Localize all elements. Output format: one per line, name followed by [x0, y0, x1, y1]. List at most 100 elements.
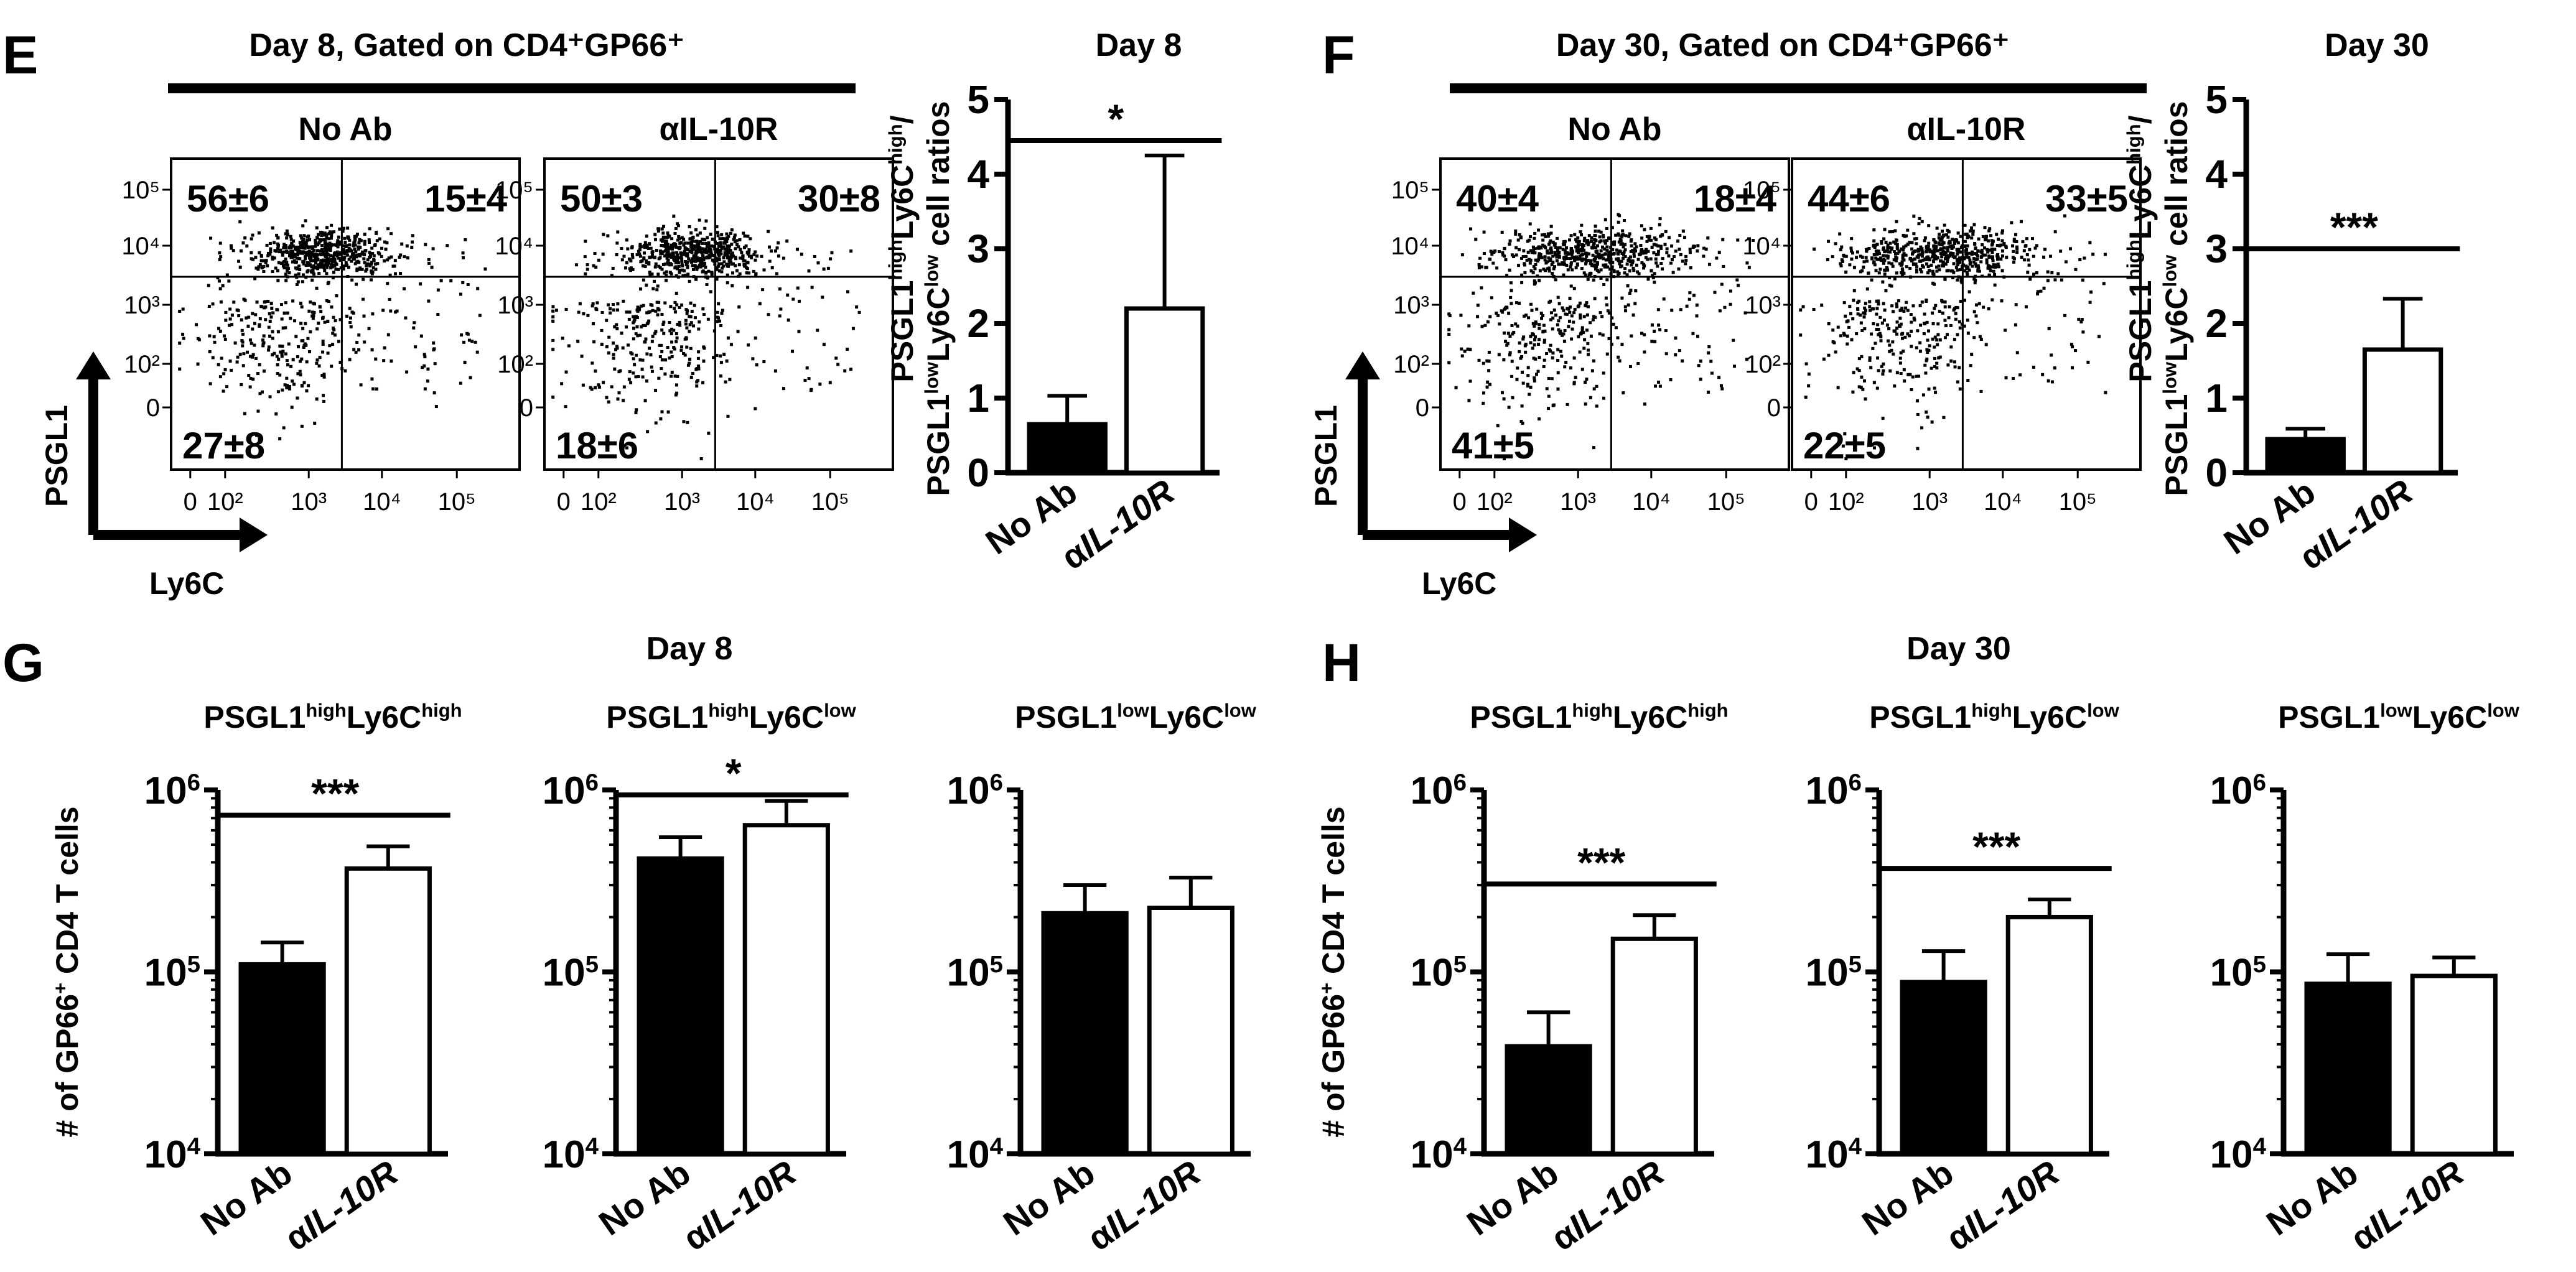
flow-event-dot — [2027, 258, 2030, 262]
flow-event-dot — [1937, 236, 1941, 239]
flow-event-dot — [1841, 444, 1845, 448]
flow-event-dot — [1986, 264, 1990, 267]
flow-event-dot — [1812, 308, 1816, 312]
flow-event-dot — [347, 235, 350, 239]
flow-event-dot — [1520, 256, 1524, 260]
flow-event-dot — [330, 234, 334, 238]
flow-event-dot — [398, 256, 401, 259]
flow-event-dot — [1562, 309, 1566, 312]
flow-event-dot — [662, 320, 666, 324]
flow-event-dot — [2028, 248, 2032, 251]
flow-event-dot — [1951, 244, 1954, 248]
flow-event-dot — [1936, 249, 1939, 253]
flow-event-dot — [1575, 263, 1579, 267]
flow-event-dot — [1673, 254, 1676, 258]
flow-event-dot — [2086, 360, 2090, 364]
flow-event-dot — [1913, 237, 1916, 241]
flow-event-dot — [1514, 229, 1518, 233]
flow-event-dot — [304, 241, 308, 244]
flow-event-dot — [345, 263, 349, 267]
flow-event-dot — [1568, 297, 1572, 300]
flow-event-dot — [302, 234, 306, 238]
flow-event-dot — [1926, 265, 1930, 269]
flow-event-dot — [2035, 244, 2038, 248]
flow-event-dot — [1601, 253, 1605, 257]
flow-event-dot — [1643, 333, 1646, 337]
flow-event-dot — [1902, 246, 1906, 249]
flow-plot-frame — [170, 157, 521, 471]
flow-event-dot — [679, 251, 683, 255]
flow-event-dot — [1985, 261, 1989, 265]
flow-event-dot — [298, 257, 302, 261]
flow-event-dot — [1556, 358, 1560, 362]
flow-event-dot — [309, 263, 312, 267]
flow-event-dot — [1992, 263, 1995, 267]
flow-event-dot — [729, 257, 732, 261]
flow-event-dot — [735, 239, 739, 243]
flow-event-dot — [688, 361, 691, 365]
flow-event-dot — [405, 244, 409, 248]
flow-event-dot — [1575, 239, 1579, 243]
flow-event-dot — [1982, 305, 1986, 309]
flow-event-dot — [1868, 356, 1872, 360]
flow-event-dot — [630, 245, 634, 249]
flow-event-dot — [1554, 245, 1557, 249]
flow-event-dot — [1946, 247, 1949, 251]
flow-event-dot — [2000, 249, 2004, 253]
flow-event-dot — [1564, 312, 1567, 316]
flow-event-dot — [292, 254, 296, 258]
flow-event-dot — [1938, 233, 1941, 236]
flow-event-dot — [676, 238, 679, 242]
flow-event-dot — [1971, 264, 1974, 268]
flow-event-dot — [240, 318, 243, 322]
flow-event-dot — [574, 263, 578, 267]
flow-event-dot — [1611, 261, 1615, 264]
flow-event-dot — [1565, 312, 1569, 316]
flow-event-dot — [1995, 254, 1999, 258]
flow-event-dot — [1882, 261, 1885, 265]
flow-event-dot — [1582, 248, 1585, 252]
flow-event-dot — [337, 267, 340, 271]
flow-event-dot — [658, 249, 662, 253]
flow-event-dot — [786, 318, 790, 322]
flow-event-dot — [337, 340, 340, 343]
flow-event-dot — [657, 376, 661, 380]
flow-event-dot — [1584, 260, 1588, 264]
flow-event-dot — [411, 234, 414, 238]
flow-event-dot — [1545, 387, 1549, 391]
flow-event-dot — [1713, 290, 1717, 294]
flow-event-dot — [707, 245, 711, 249]
flow-event-dot — [1573, 256, 1577, 259]
flow-event-dot — [731, 271, 735, 275]
flow-event-dot — [1544, 261, 1548, 265]
flow-event-dot — [264, 305, 268, 309]
flow-event-dot — [1895, 243, 1899, 246]
flow-event-dot — [222, 389, 225, 393]
flow-event-dot — [1851, 390, 1855, 394]
flow-event-dot — [1801, 305, 1805, 309]
flow-event-dot — [592, 264, 595, 267]
flow-event-dot — [1972, 277, 1976, 281]
flow-event-dot — [330, 231, 334, 234]
flow-event-dot — [2050, 271, 2054, 274]
flow-event-dot — [1564, 360, 1568, 364]
flow-event-dot — [1945, 259, 1949, 263]
flow-event-dot — [1622, 245, 1625, 249]
flow-event-dot — [1656, 244, 1660, 248]
flow-event-dot — [1534, 373, 1538, 376]
flow-event-dot — [342, 264, 345, 268]
flow-event-dot — [1859, 321, 1863, 325]
flow-event-dot — [683, 353, 687, 357]
flow-event-dot — [1689, 266, 1692, 270]
flow-event-dot — [286, 251, 289, 254]
flow-event-dot — [1966, 244, 1969, 248]
flow-event-dot — [661, 235, 665, 239]
flow-event-dot — [1524, 254, 1528, 258]
flow-event-dot — [666, 260, 670, 264]
flow-event-dot — [778, 287, 782, 291]
flow-event-dot — [796, 286, 800, 290]
flow-event-dot — [749, 237, 752, 241]
flow-event-dot — [665, 256, 669, 260]
significance-stars: * — [726, 750, 742, 796]
flow-event-dot — [353, 262, 357, 266]
